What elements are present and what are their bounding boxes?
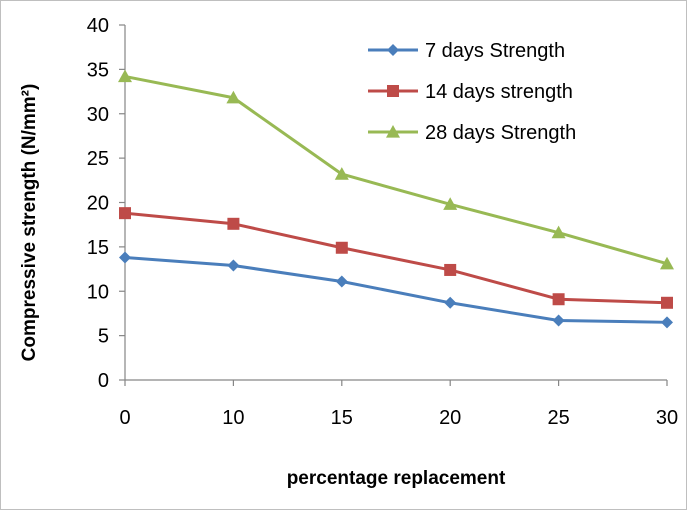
x-tick-label: 15 xyxy=(331,407,353,429)
data-point xyxy=(119,207,131,220)
data-point xyxy=(226,90,241,104)
data-point xyxy=(552,314,565,327)
data-point xyxy=(387,85,399,97)
series-3 xyxy=(118,69,674,270)
x-tick-label: 10 xyxy=(222,407,244,429)
y-tick-label: 10 xyxy=(87,281,109,303)
x-tick-label: 0 xyxy=(119,407,130,429)
data-point xyxy=(118,69,132,83)
legend-label: 28 days Strength xyxy=(425,122,576,144)
axes xyxy=(124,25,667,381)
legend-label: 14 days strength xyxy=(425,81,573,103)
data-point xyxy=(661,296,673,309)
y-tick-label: 0 xyxy=(98,370,109,392)
series-line xyxy=(124,75,668,266)
series-line xyxy=(124,211,668,305)
legend-item: 28 days Strength xyxy=(368,122,576,144)
series-2 xyxy=(119,207,673,309)
x-tick-label: 20 xyxy=(439,407,461,429)
legend: 7 days Strength 14 days strength 28 days S… xyxy=(368,40,576,144)
y-tick-label: 5 xyxy=(98,326,109,348)
data-point xyxy=(335,275,348,288)
series-line xyxy=(124,256,668,324)
data-point xyxy=(444,296,457,309)
data-point xyxy=(227,259,240,272)
y-axis-title: Compressive strength (N/mm²) xyxy=(19,84,40,362)
x-tick-label: 30 xyxy=(656,407,678,429)
legend-label: 7 days Strength xyxy=(425,40,565,62)
data-point xyxy=(444,263,457,276)
legend-item: 7 days Strength xyxy=(368,40,565,62)
x-axis-title: percentage replacement xyxy=(287,468,506,489)
data-point xyxy=(335,241,348,254)
y-tick-label: 40 xyxy=(87,15,109,37)
data-point xyxy=(552,293,565,306)
y-tick-label: 15 xyxy=(87,237,109,259)
data-point xyxy=(443,197,458,210)
y-tick-label: 20 xyxy=(87,193,109,215)
series-group xyxy=(118,69,674,329)
data-point xyxy=(386,125,400,138)
data-point xyxy=(227,217,240,230)
series-1 xyxy=(119,251,673,329)
data-point xyxy=(387,44,399,56)
data-point xyxy=(661,316,673,329)
x-tick-label: 25 xyxy=(547,407,569,429)
data-point xyxy=(334,167,349,180)
y-tick-label: 30 xyxy=(87,104,109,126)
x-tick-labels: 0 10 15 20 25 30 xyxy=(119,380,678,429)
y-tick-label: 25 xyxy=(87,148,109,170)
data-point xyxy=(660,256,674,270)
y-tick-labels: 0 5 10 15 20 25 30 35 40 xyxy=(87,15,125,392)
data-point xyxy=(119,251,131,264)
data-point xyxy=(551,225,566,239)
y-tick-label: 35 xyxy=(87,59,109,81)
legend-item: 14 days strength xyxy=(368,81,573,103)
